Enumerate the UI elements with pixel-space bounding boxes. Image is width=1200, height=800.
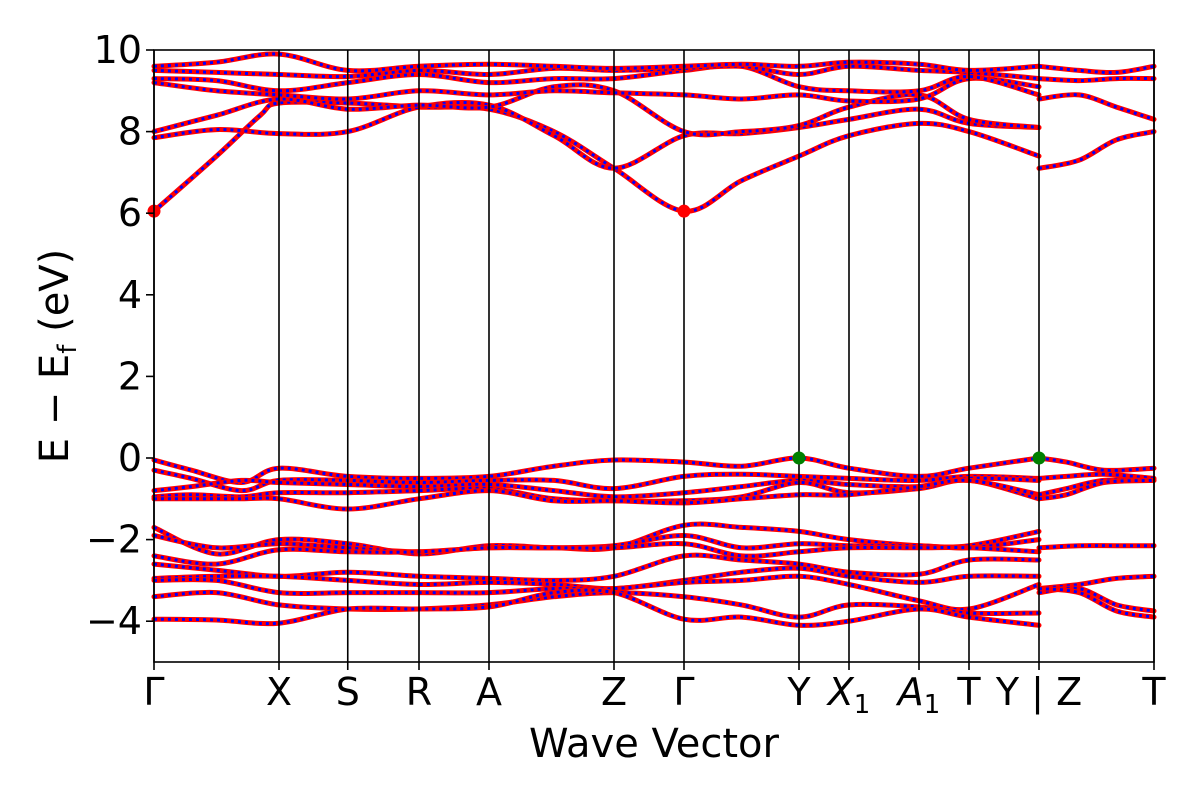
band-line-dashed-18 [1038, 472, 1155, 480]
x-tick-label: X1 [826, 670, 871, 720]
x-tick-label: Γ [143, 670, 164, 714]
y-tick-label: 4 [118, 273, 142, 317]
band-line-dashed-17 [1038, 456, 1155, 472]
band-line-dashed-14 [153, 476, 1040, 499]
band-line-9 [1036, 92, 1157, 122]
x-axis-title: Wave Vector [529, 721, 780, 767]
band-line-dashed-2 [153, 101, 1040, 170]
vbm-marker-3 [792, 451, 806, 465]
y-tick-label: 0 [118, 436, 142, 480]
band-line-dashed-13 [153, 468, 1040, 493]
y-tick-label: 6 [118, 191, 142, 235]
y-tick-label: −4 [86, 599, 142, 643]
band-line-dashed-10 [1038, 64, 1155, 75]
band-line-dashed-30 [1038, 574, 1155, 591]
band-line-20 [1036, 477, 1157, 502]
band-extrema-markers [147, 204, 1046, 465]
x-tick-label: T [956, 670, 981, 714]
band-line-8 [1036, 129, 1157, 171]
x-tick-label: Γ [673, 670, 694, 714]
band-line-dashed-24 [153, 553, 1040, 582]
x-tick-label: R [406, 670, 432, 714]
band-line-dashed-12 [153, 456, 1040, 485]
band-line-dashed-11 [1038, 76, 1155, 83]
x-tick-label: X [266, 670, 292, 714]
x-tick-label: A1 [895, 670, 941, 720]
x-tick-label: Y [786, 670, 811, 714]
x-axis-ticks: Γ X S R A Z Γ Y X1 A1 T Y | Z T [143, 662, 1166, 720]
y-tick-label: −2 [86, 518, 142, 562]
band-line-dashed-29 [1038, 544, 1154, 550]
band-line-1 [151, 99, 1042, 214]
x-tick-label: S [336, 670, 360, 714]
band-line-dashed-1 [153, 100, 1040, 213]
vbm-marker-4 [1032, 451, 1046, 465]
band-line-dashed-8 [1038, 130, 1155, 170]
y-tick-label: 8 [118, 110, 142, 154]
cbm-marker-2 [677, 204, 691, 218]
band-line-dashed-25 [153, 566, 1040, 591]
y-tick-label: 2 [118, 354, 142, 398]
band-line-dashed-16 [154, 478, 1040, 511]
band-line-32 [1036, 586, 1157, 620]
band-line-dashed-26 [153, 574, 1040, 612]
x-tick-label: Z [601, 670, 627, 714]
band-lines [151, 51, 1157, 628]
y-axis-ticks: −4 −2 0 2 4 6 8 10 [86, 28, 154, 643]
plot-frame [153, 49, 1155, 663]
y-tick-label: 10 [94, 28, 142, 72]
y-axis-title: E − Ef (eV) [32, 249, 83, 464]
x-tick-label: T [1141, 670, 1166, 714]
x-tick-label: Y | Z [995, 670, 1082, 715]
x-tick-label: A [476, 670, 502, 714]
